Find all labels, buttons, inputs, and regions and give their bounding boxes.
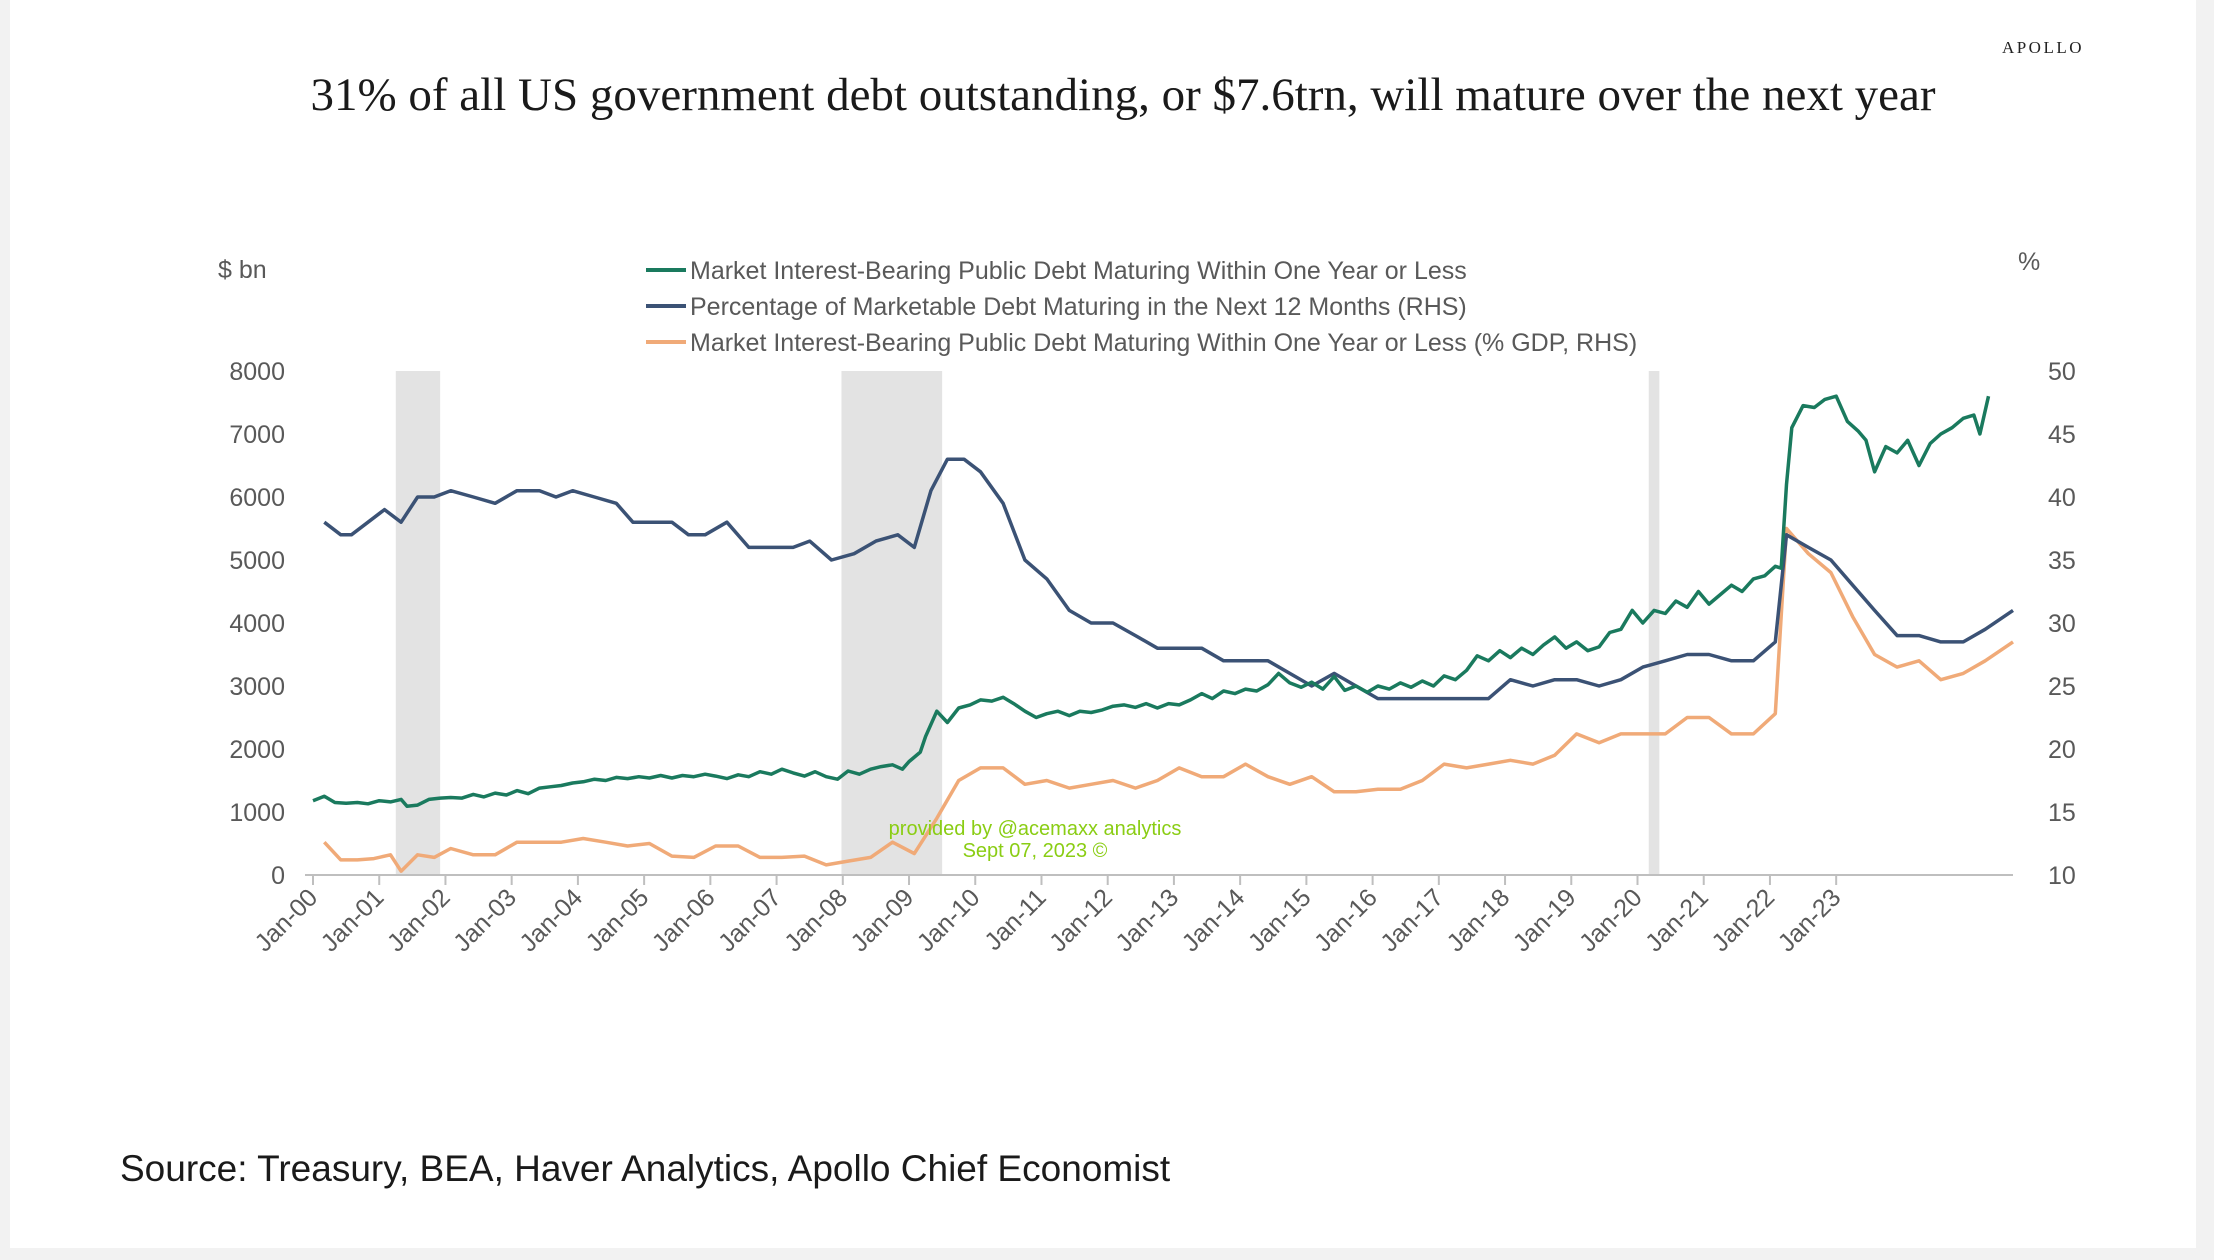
axes: Jan-00Jan-01Jan-02Jan-03Jan-04Jan-05Jan-…: [229, 358, 2075, 957]
x-tick-label: Jan-10: [912, 883, 986, 957]
y-left-tick-label: 7000: [229, 421, 285, 449]
brand-logo: APOLLO: [2001, 38, 2084, 57]
y-left-tick-label: 8000: [229, 358, 285, 386]
recession-band-2: [841, 371, 943, 875]
x-tick-label: Jan-17: [1375, 883, 1449, 957]
legend: Market Interest-Bearing Public Debt Matu…: [646, 257, 1637, 357]
x-tick-label: Jan-09: [845, 883, 919, 957]
y-right-tick-label: 30: [2048, 610, 2076, 638]
x-tick-label: Jan-21: [1640, 883, 1714, 957]
y-right-tick-label: 35: [2048, 547, 2076, 575]
chart-panel: APOLLO 31% of all US government debt out…: [10, 0, 2196, 1248]
x-tick-label: Jan-15: [1243, 883, 1317, 957]
x-tick-label: Jan-07: [713, 883, 787, 957]
line-chart: Jan-00Jan-01Jan-02Jan-03Jan-04Jan-05Jan-…: [218, 248, 2076, 957]
x-tick-label: Jan-20: [1574, 883, 1648, 957]
y-right-tick-label: 45: [2048, 421, 2076, 449]
recession-band-1: [395, 371, 441, 875]
x-tick-label: Jan-11: [979, 883, 1052, 956]
right-axis-unit: %: [2018, 248, 2040, 276]
y-left-tick-label: 1000: [229, 799, 285, 827]
x-tick-label: Jan-13: [1110, 883, 1184, 957]
x-tick-label: Jan-04: [514, 883, 588, 957]
x-tick-label: Jan-00: [249, 883, 323, 957]
y-right-tick-label: 15: [2048, 799, 2076, 827]
watermark-line-1: provided by @acemaxx analytics: [889, 818, 1182, 840]
x-tick-label: Jan-02: [382, 883, 456, 957]
x-tick-label: Jan-14: [1177, 883, 1251, 957]
y-right-tick-label: 25: [2048, 673, 2076, 701]
y-left-tick-label: 0: [271, 862, 285, 890]
x-tick-label: Jan-05: [581, 883, 655, 957]
y-left-tick-label: 2000: [229, 736, 285, 764]
source-note: Source: Treasury, BEA, Haver Analytics, …: [120, 1148, 1171, 1189]
y-left-tick-label: 6000: [229, 484, 285, 512]
y-right-tick-label: 50: [2048, 358, 2076, 386]
series-line-2: [323, 457, 2014, 701]
left-axis-unit: $ bn: [218, 256, 267, 284]
legend-label-3: Market Interest-Bearing Public Debt Matu…: [690, 329, 1637, 357]
series-line-1: [312, 394, 1991, 809]
x-tick-label: Jan-08: [779, 883, 853, 957]
x-tick-label: Jan-19: [1508, 883, 1582, 957]
recession-bands: [395, 371, 1660, 875]
x-tick-label: Jan-03: [448, 883, 522, 957]
legend-label-1: Market Interest-Bearing Public Debt Matu…: [690, 257, 1467, 285]
y-right-tick-label: 40: [2048, 484, 2076, 512]
y-right-tick-label: 20: [2048, 736, 2076, 764]
y-right-tick-label: 10: [2048, 862, 2076, 890]
series-line-3: [323, 526, 2014, 873]
y-left-tick-label: 5000: [229, 547, 285, 575]
y-left-tick-label: 3000: [229, 673, 285, 701]
legend-label-2: Percentage of Marketable Debt Maturing i…: [690, 293, 1467, 321]
series-lines: [312, 394, 2014, 873]
recession-band-3: [1648, 371, 1660, 875]
x-tick-label: Jan-01: [316, 883, 390, 957]
x-tick-label: Jan-06: [647, 883, 721, 957]
chart-title: 31% of all US government debt outstandin…: [310, 69, 1936, 121]
x-tick-label: Jan-16: [1309, 883, 1383, 957]
x-tick-label: Jan-12: [1044, 883, 1118, 957]
y-left-tick-label: 4000: [229, 610, 285, 638]
x-tick-label: Jan-22: [1706, 883, 1780, 957]
x-tick-label: Jan-23: [1773, 883, 1847, 957]
watermark-line-2: Sept 07, 2023 ©: [963, 840, 1108, 862]
x-tick-label: Jan-18: [1441, 883, 1515, 957]
